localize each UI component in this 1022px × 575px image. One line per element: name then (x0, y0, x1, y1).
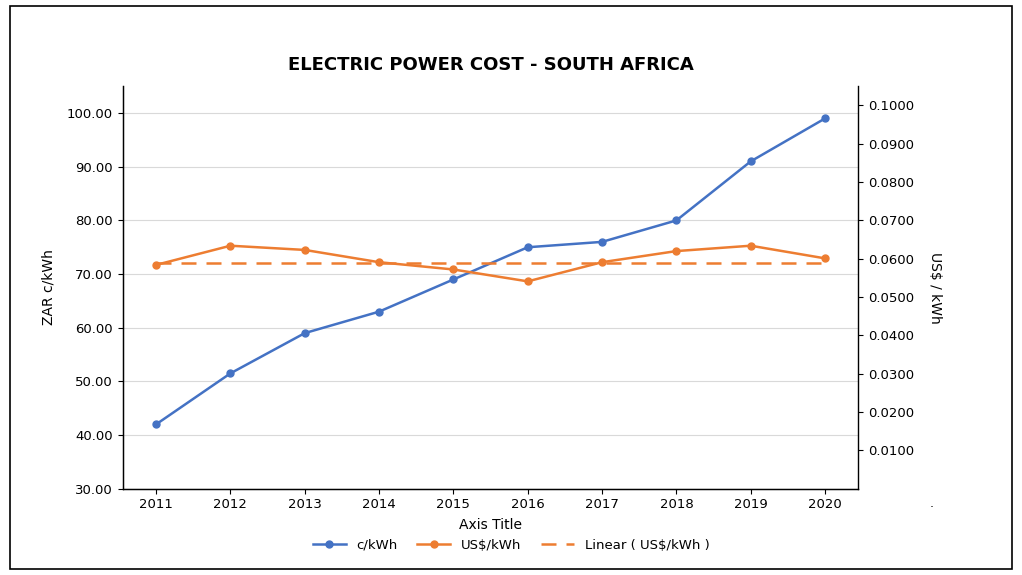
US$/kWh (150, 262, 162, 269)
Linear ( US$/kWh ) (298, 259, 311, 266)
Y-axis label: ZAR c/kWh: ZAR c/kWh (42, 250, 55, 325)
US$/kWh (745, 242, 757, 249)
Y-axis label: US$ / kWh: US$ / kWh (928, 252, 942, 323)
c/kWh (448, 276, 460, 283)
Linear ( US$/kWh ) (596, 259, 608, 266)
US$/kWh (448, 266, 460, 273)
c/kWh (670, 217, 683, 224)
Linear ( US$/kWh ) (150, 259, 162, 266)
US$/kWh (819, 255, 831, 262)
c/kWh (298, 329, 311, 336)
Linear ( US$/kWh ) (224, 259, 236, 266)
c/kWh (150, 421, 162, 428)
Linear ( US$/kWh ) (819, 259, 831, 266)
Title: ELECTRIC POWER COST - SOUTH AFRICA: ELECTRIC POWER COST - SOUTH AFRICA (287, 56, 694, 74)
c/kWh (745, 158, 757, 165)
c/kWh (224, 370, 236, 377)
US$/kWh (373, 259, 385, 266)
US$/kWh (596, 259, 608, 266)
c/kWh (521, 244, 533, 251)
Legend: c/kWh, US$/kWh, Linear ( US$/kWh ): c/kWh, US$/kWh, Linear ( US$/kWh ) (308, 534, 714, 557)
US$/kWh (298, 247, 311, 254)
Line: c/kWh: c/kWh (152, 115, 829, 428)
US$/kWh (670, 248, 683, 255)
Linear ( US$/kWh ) (670, 259, 683, 266)
c/kWh (596, 239, 608, 246)
Linear ( US$/kWh ) (373, 259, 385, 266)
Linear ( US$/kWh ) (448, 259, 460, 266)
Line: US$/kWh: US$/kWh (152, 242, 829, 285)
Linear ( US$/kWh ) (745, 259, 757, 266)
c/kWh (819, 115, 831, 122)
Text: .: . (930, 497, 934, 510)
US$/kWh (224, 242, 236, 249)
Linear ( US$/kWh ) (521, 259, 533, 266)
X-axis label: Axis Title: Axis Title (459, 519, 522, 532)
US$/kWh (521, 278, 533, 285)
c/kWh (373, 308, 385, 315)
